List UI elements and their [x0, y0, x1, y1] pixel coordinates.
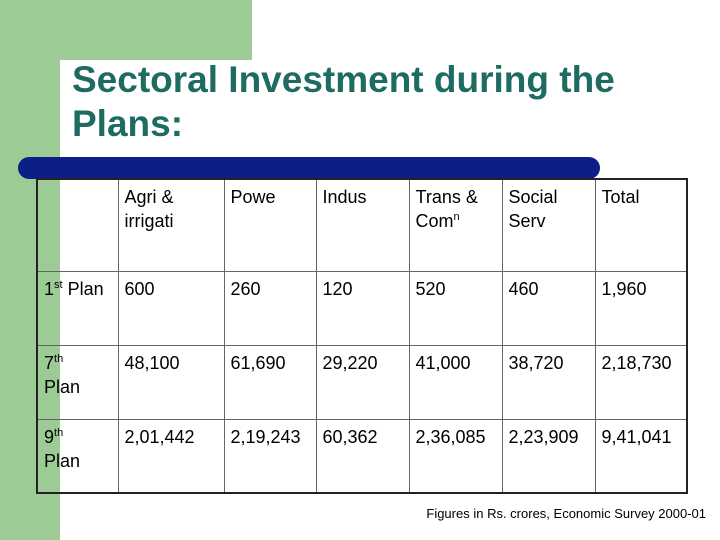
table-cell: 60,362 [315, 418, 410, 494]
slide-title: Sectoral Investment during the Plans: [72, 59, 615, 144]
row-label-cell: 9th Plan [36, 418, 119, 494]
table-cell: 2,23,909 [501, 418, 596, 494]
header-cell-trans: Trans & Comn [408, 178, 503, 272]
table-cell: 9,41,041 [594, 418, 688, 494]
plan-ordinal: 1 [44, 278, 55, 299]
plan-ordinal-suffix: th [54, 352, 64, 365]
title-backdrop [60, 60, 720, 155]
plan-label: Plan [44, 450, 81, 471]
table-cell: 48,100 [117, 344, 225, 420]
table-row: 7th Plan 48,100 61,690 29,220 41,000 38,7… [36, 344, 688, 420]
table-row: 9th Plan 2,01,442 2,19,243 60,362 2,36,08… [36, 418, 688, 494]
title-rule-bar [18, 157, 600, 179]
row-label-cell: 1st Plan [36, 270, 119, 346]
source-footnote: Figures in Rs. crores, Economic Survey 2… [426, 506, 706, 521]
plan-label: Plan [44, 376, 81, 397]
header-cell-empty [36, 178, 119, 272]
header-trans-label: Trans & Com [415, 187, 478, 231]
table-cell: 600 [117, 270, 225, 346]
table-cell: 2,01,442 [117, 418, 225, 494]
table-cell: 1,960 [594, 270, 688, 346]
plan-ordinal: 7 [44, 352, 55, 373]
header-cell-power: Powe [223, 178, 317, 272]
header-cell-industry: Indus [315, 178, 410, 272]
plan-ordinal-suffix: st [54, 278, 63, 291]
table-cell: 2,19,243 [223, 418, 317, 494]
table-cell: 38,720 [501, 344, 596, 420]
table-cell: 120 [315, 270, 410, 346]
table-cell: 2,36,085 [408, 418, 503, 494]
plan-label: Plan [62, 278, 104, 299]
header-trans-sup: n [453, 211, 460, 223]
table-cell: 460 [501, 270, 596, 346]
row-label-cell: 7th Plan [36, 344, 119, 420]
table-header-row: Agri & irrigati Powe Indus Trans & Comn … [36, 178, 688, 272]
table-cell: 260 [223, 270, 317, 346]
table-cell: 41,000 [408, 344, 503, 420]
table-cell: 61,690 [223, 344, 317, 420]
investment-table: Agri & irrigati Powe Indus Trans & Comn … [36, 178, 688, 494]
plan-ordinal: 9 [44, 426, 55, 447]
table-cell: 520 [408, 270, 503, 346]
table-cell: 29,220 [315, 344, 410, 420]
top-green-band [0, 0, 252, 60]
table-row: 1st Plan 600 260 120 520 460 1,960 [36, 270, 688, 346]
header-cell-social: Social Serv [501, 178, 596, 272]
header-cell-total: Total [594, 178, 688, 272]
plan-ordinal-suffix: th [54, 426, 64, 439]
header-cell-agri: Agri & irrigati [117, 178, 225, 272]
table-cell: 2,18,730 [594, 344, 688, 420]
